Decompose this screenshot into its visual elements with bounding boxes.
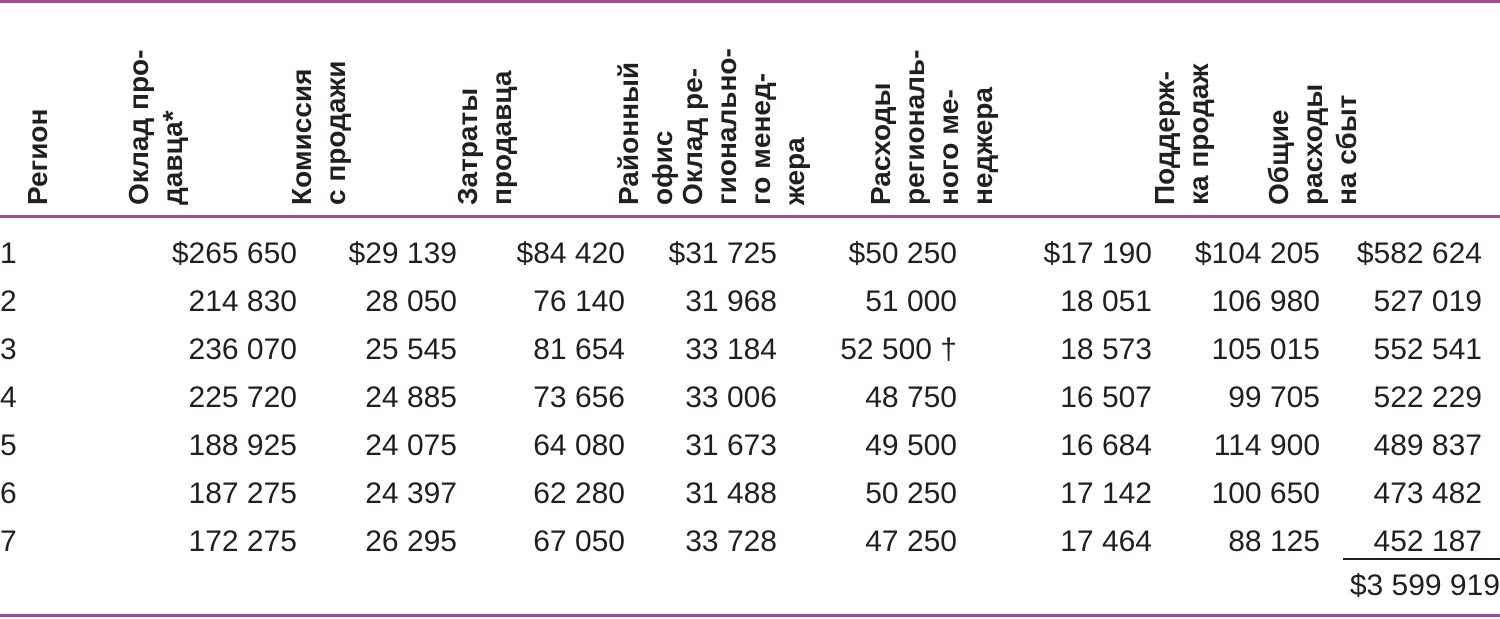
cell-salesperson-salary: 188 925 <box>188 429 297 462</box>
cell-salesperson-expenses: 62 280 <box>533 477 625 510</box>
cell-sales-commission: $29 139 <box>348 237 457 270</box>
cell-salesperson-expenses: 73 656 <box>533 381 625 414</box>
cell-salesperson-salary: 172 275 <box>188 525 297 558</box>
cell-region: 4 <box>0 381 17 414</box>
cell-salesperson-expenses: $84 420 <box>516 237 625 270</box>
cell-salesperson-expenses: 81 654 <box>533 333 625 366</box>
cell-total-selling-expenses: 489 837 <box>1373 429 1482 462</box>
cell-regional-manager-expenses: 17 142 <box>1060 477 1152 510</box>
cell-region: 5 <box>0 429 17 462</box>
cell-regional-manager-salary: 52 500 † <box>840 333 957 366</box>
grand-total: $3 599 919 <box>1349 569 1500 602</box>
cell-regional-manager-salary: 50 250 <box>865 477 957 510</box>
header-rule <box>0 215 1500 218</box>
table-row: 2 214 830 28 050 76 140 31 968 51 000 18 051 10… <box>0 278 1500 326</box>
table-row: 5 188 925 24 075 64 080 31 673 49 500 16 684 11… <box>0 422 1500 470</box>
cell-region: 7 <box>0 525 17 558</box>
header-regional-manager-expenses-label: Расходы региональ- ного ме- неджера <box>865 49 998 205</box>
cell-sales-support: 106 980 <box>1211 285 1320 318</box>
header-total-selling-expenses-label: Общие расходы на сбыт <box>1263 83 1362 205</box>
cell-total-selling-expenses: 452 187 <box>1373 525 1482 558</box>
cell-total-selling-expenses: 473 482 <box>1373 477 1482 510</box>
table-row: 1 $265 650 $29 139 $84 420 $31 725 $50 250 $17… <box>0 230 1500 278</box>
cell-region: 3 <box>0 333 17 366</box>
cell-total-selling-expenses: 522 229 <box>1373 381 1482 414</box>
cell-district-office: 33 728 <box>685 525 777 558</box>
header-sales-support-label: Поддерж- ка продаж <box>1149 63 1214 205</box>
cell-regional-manager-salary: $50 250 <box>848 237 957 270</box>
table-body: 1 $265 650 $29 139 $84 420 $31 725 $50 250 $17… <box>0 230 1500 566</box>
cell-regional-manager-expenses: 17 464 <box>1060 525 1152 558</box>
cell-sales-support: $104 205 <box>1194 237 1320 270</box>
cell-sales-support: 88 125 <box>1228 525 1320 558</box>
cell-salesperson-salary: 214 830 <box>188 285 297 318</box>
cell-sales-commission: 26 295 <box>365 525 457 558</box>
cell-salesperson-salary: 187 275 <box>188 477 297 510</box>
bottom-rule <box>0 614 1500 617</box>
cell-sales-commission: 24 397 <box>365 477 457 510</box>
table-row: 4 225 720 24 885 73 656 33 006 48 750 16 507 99… <box>0 374 1500 422</box>
cell-regional-manager-salary: 49 500 <box>865 429 957 462</box>
cell-sales-support: 114 900 <box>1213 429 1320 462</box>
cell-regional-manager-salary: 48 750 <box>865 381 957 414</box>
top-rule <box>0 0 1500 3</box>
cell-total-selling-expenses: $582 624 <box>1356 237 1482 270</box>
table-row: 7 172 275 26 295 67 050 33 728 47 250 17 464 88… <box>0 518 1500 566</box>
cell-sales-support: 99 705 <box>1228 381 1320 414</box>
cell-region: 1 <box>0 237 17 270</box>
header-regional-manager-salary-label: Оклад ре- гионально- го менед- жера <box>677 48 810 205</box>
cell-district-office: 31 968 <box>685 285 777 318</box>
header-sales-commission-label: Комиссия с продажи <box>286 60 351 205</box>
cell-region: 2 <box>0 285 17 318</box>
cell-regional-manager-expenses: 18 051 <box>1060 285 1152 318</box>
cell-district-office: 33 006 <box>685 381 777 414</box>
cell-district-office: 33 184 <box>685 333 777 366</box>
cell-district-office: 31 488 <box>685 477 777 510</box>
cell-regional-manager-expenses: $17 190 <box>1043 237 1152 270</box>
cell-regional-manager-salary: 47 250 <box>865 525 957 558</box>
cell-district-office: $31 725 <box>668 237 777 270</box>
header-salesperson-expenses-label: Затраты продавца <box>452 70 517 205</box>
table-header: Регион Оклад про- давца* Комиссия с прод… <box>0 3 1500 215</box>
cell-salesperson-salary: $265 650 <box>171 237 297 270</box>
cell-sales-support: 105 015 <box>1211 333 1320 366</box>
cell-regional-manager-expenses: 16 684 <box>1060 429 1152 462</box>
cell-salesperson-expenses: 64 080 <box>533 429 625 462</box>
cell-salesperson-expenses: 76 140 <box>533 285 625 318</box>
cell-sales-commission: 24 885 <box>365 381 457 414</box>
cell-total-selling-expenses: 552 541 <box>1373 333 1482 366</box>
cell-sales-commission: 28 050 <box>365 285 457 318</box>
cell-sales-commission: 25 545 <box>365 333 457 366</box>
header-salesperson-salary-label: Оклад про- давца* <box>123 49 188 206</box>
header-region-label: Регион <box>22 108 53 205</box>
cell-sales-commission: 24 075 <box>365 429 457 462</box>
cell-salesperson-salary: 225 720 <box>188 381 297 414</box>
cell-salesperson-expenses: 67 050 <box>533 525 625 558</box>
cell-regional-manager-expenses: 16 507 <box>1060 381 1152 414</box>
cell-district-office: 31 673 <box>685 429 777 462</box>
cell-region: 6 <box>0 477 17 510</box>
table-row: 6 187 275 24 397 62 280 31 488 50 250 17 142 10… <box>0 470 1500 518</box>
cell-sales-support: 100 650 <box>1211 477 1320 510</box>
header-district-office-label: Районный офис <box>613 61 678 205</box>
sum-underline <box>1343 558 1500 560</box>
cell-total-selling-expenses: 527 019 <box>1373 285 1482 318</box>
cell-salesperson-salary: 236 070 <box>188 333 297 366</box>
table-row: 3 236 070 25 545 81 654 33 184 52 500 † 18 573… <box>0 326 1500 374</box>
cell-regional-manager-salary: 51 000 <box>865 285 957 318</box>
cell-regional-manager-expenses: 18 573 <box>1060 333 1152 366</box>
